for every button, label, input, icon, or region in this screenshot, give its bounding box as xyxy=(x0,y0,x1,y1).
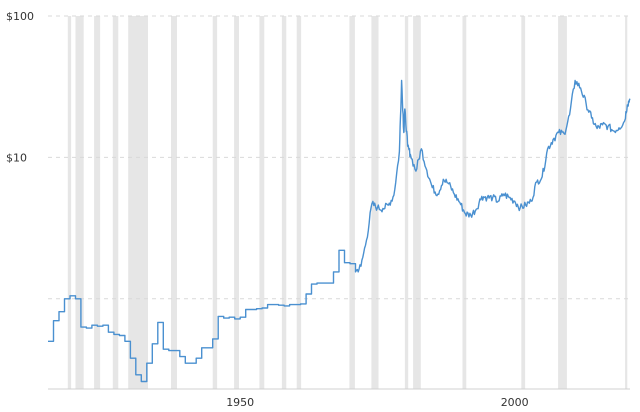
recession-band-1 xyxy=(75,16,84,389)
recession-band-15 xyxy=(462,16,467,389)
recession-band-7 xyxy=(234,16,239,389)
recession-band-6 xyxy=(212,16,218,389)
y-tick-label: $10 xyxy=(6,151,27,164)
series-group xyxy=(48,79,631,383)
recession-band-14 xyxy=(413,16,421,389)
recession-band-18 xyxy=(625,16,628,389)
recession-band-3 xyxy=(112,16,119,389)
recession-band-16 xyxy=(521,16,526,389)
recession-band-0 xyxy=(67,16,72,389)
recession-band-2 xyxy=(94,16,101,389)
x-tick-label: 2000 xyxy=(501,396,529,409)
recession-band-17 xyxy=(558,16,567,389)
recession-band-8 xyxy=(259,16,265,389)
y-axis-tick-labels: $10 $100 xyxy=(6,10,34,164)
recession-band-5 xyxy=(171,16,177,389)
recession-bands xyxy=(67,16,628,389)
y-gridlines xyxy=(48,15,630,300)
recession-band-10 xyxy=(296,16,302,389)
recession-band-9 xyxy=(281,16,287,389)
series-line-0 xyxy=(48,79,631,383)
recession-band-4 xyxy=(128,16,148,389)
x-tick-label: 1950 xyxy=(226,396,254,409)
y-tick-label: $100 xyxy=(6,10,34,23)
recession-band-13 xyxy=(404,16,409,389)
x-axis-tick-labels: 1950 2000 xyxy=(226,396,529,409)
recession-band-11 xyxy=(349,16,355,389)
